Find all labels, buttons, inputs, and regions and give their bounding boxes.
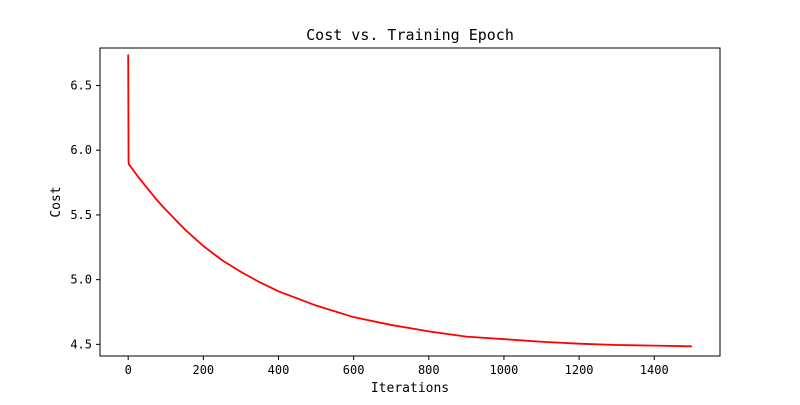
x-tick-label: 200 (192, 363, 214, 377)
y-tick-label: 5.5 (70, 208, 92, 222)
chart-title: Cost vs. Training Epoch (306, 26, 514, 44)
y-axis-ticks: 4.5 5.0 5.5 6.0 6.5 (70, 79, 100, 351)
x-tick-label: 0 (125, 363, 132, 377)
y-tick-label: 6.0 (70, 143, 92, 157)
x-axis-ticks: 0 200 400 600 800 1000 1200 1400 (125, 356, 669, 377)
x-tick-label: 1000 (489, 363, 518, 377)
x-axis-title: Iterations (371, 381, 449, 396)
plot-area-frame (99, 47, 721, 357)
x-tick-label: 800 (418, 363, 440, 377)
cost-series-line (127, 54, 692, 348)
x-tick-label: 1200 (565, 363, 594, 377)
x-tick-label: 600 (343, 363, 365, 377)
y-tick-label: 6.5 (70, 79, 92, 93)
y-tick-label: 4.5 (70, 337, 92, 351)
y-axis-title: Cost (49, 186, 64, 217)
x-tick-label: 1400 (640, 363, 669, 377)
y-tick-label: 5.0 (70, 273, 92, 287)
x-tick-label: 400 (268, 363, 290, 377)
series-layer (127, 54, 692, 348)
